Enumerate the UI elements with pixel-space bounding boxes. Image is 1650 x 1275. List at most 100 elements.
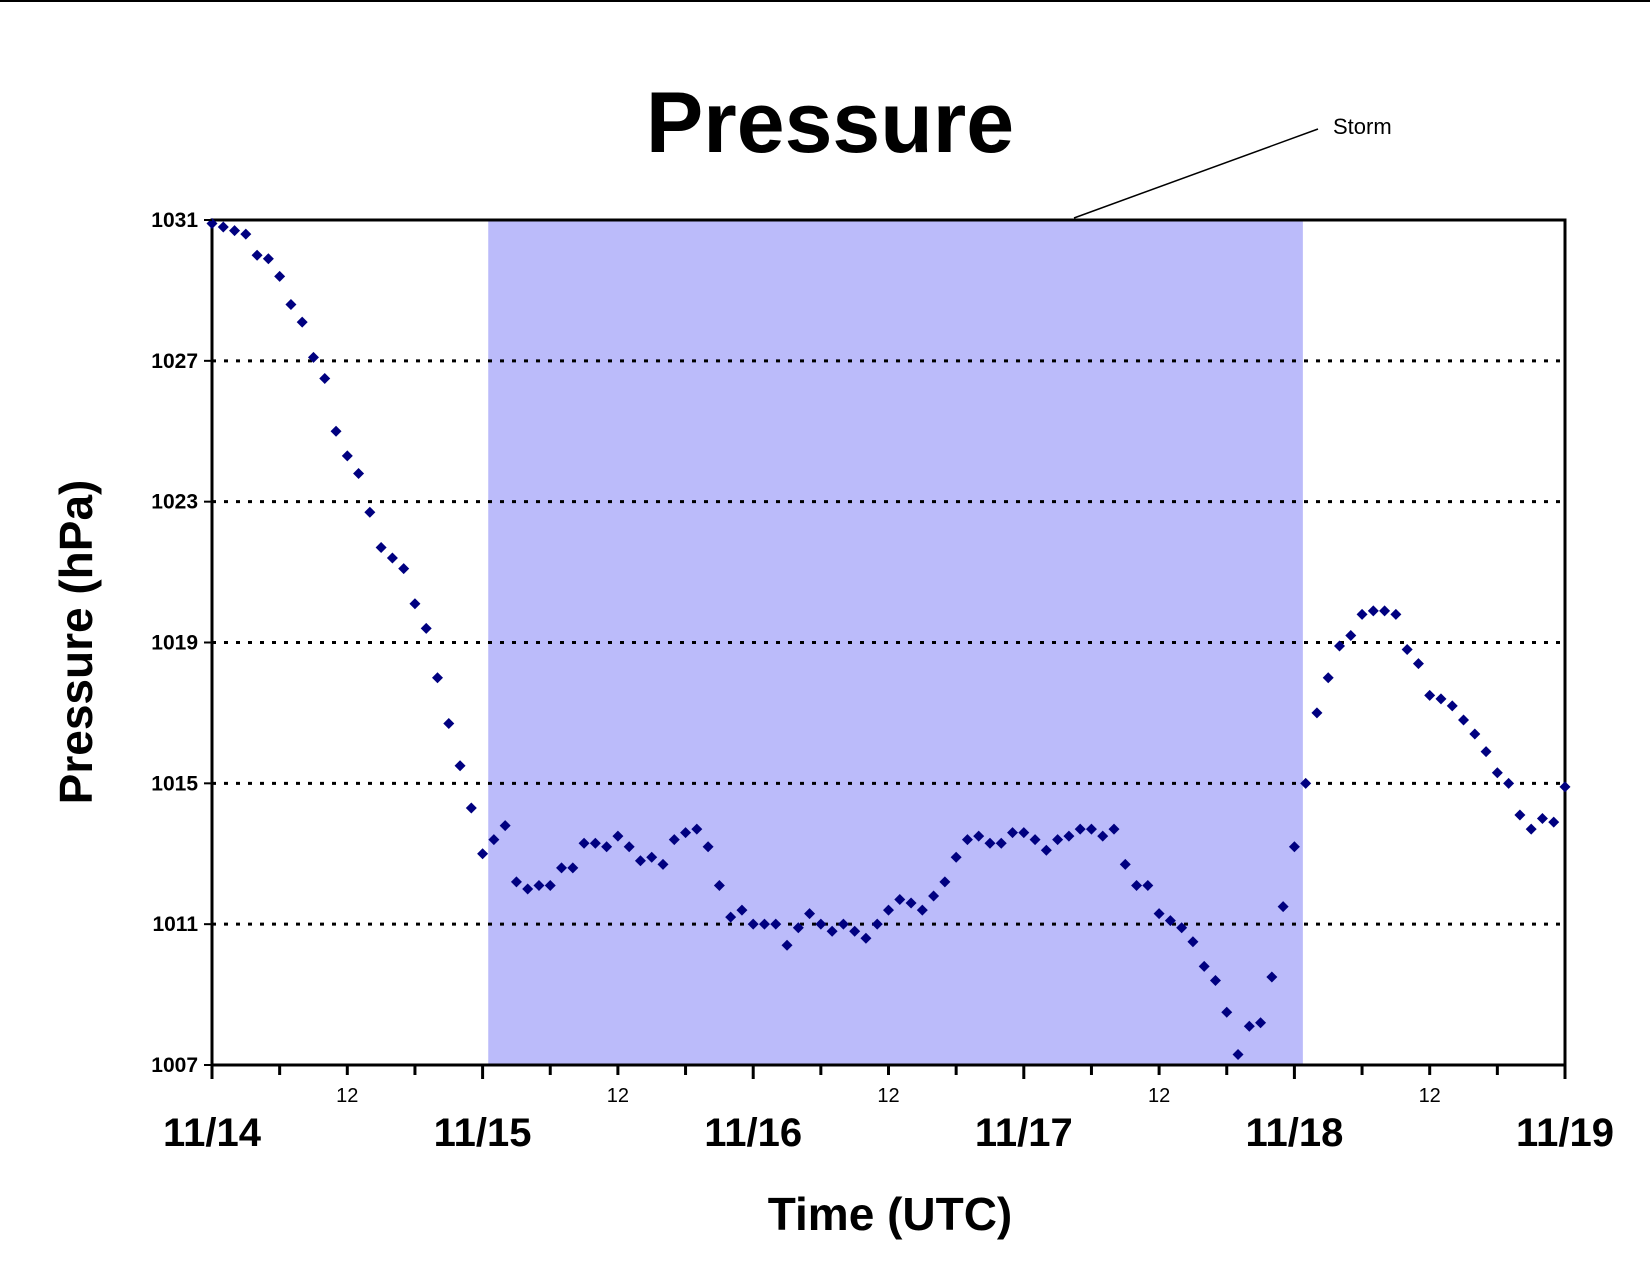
data-point — [353, 468, 365, 479]
data-point — [736, 904, 748, 916]
data-point — [973, 830, 985, 842]
data-point — [1018, 827, 1030, 839]
data-point — [781, 939, 793, 951]
x-minor-label: 12 — [1148, 1085, 1170, 1107]
data-point — [499, 820, 511, 832]
data-point — [1525, 823, 1537, 835]
x-major-label: 11/19 — [1516, 1111, 1614, 1155]
data-point — [1491, 767, 1503, 779]
data-point — [984, 837, 996, 849]
data-point — [1209, 975, 1221, 986]
data-point — [477, 848, 489, 860]
data-point — [432, 672, 443, 684]
data-point — [1345, 629, 1357, 641]
data-point — [1356, 608, 1368, 620]
data-point — [1311, 707, 1323, 719]
storm-annotation-leader — [1073, 128, 1319, 219]
data-point — [251, 249, 263, 261]
data-point — [296, 316, 308, 328]
data-point — [307, 351, 319, 363]
data-point — [871, 918, 883, 930]
data-point — [680, 827, 692, 839]
y-tick-label: 1023 — [151, 491, 198, 514]
data-point — [1288, 841, 1300, 853]
data-point — [1322, 672, 1334, 684]
x-minor-label: 12 — [336, 1085, 358, 1107]
data-point — [1412, 658, 1424, 670]
data-point — [792, 922, 804, 934]
data-point — [1243, 1020, 1255, 1032]
data-point — [961, 834, 973, 846]
data-point — [1085, 823, 1097, 835]
data-point — [274, 270, 286, 282]
data-point — [386, 552, 398, 564]
data-point — [1063, 830, 1075, 842]
data-points — [206, 218, 1571, 1060]
data-point — [1458, 714, 1470, 726]
data-point — [634, 855, 646, 867]
data-point — [522, 883, 534, 895]
data-point — [1164, 915, 1176, 927]
data-point — [1559, 781, 1571, 793]
x-axis-title: Time (UTC) — [768, 1188, 1013, 1240]
data-point — [420, 622, 432, 634]
x-major-label: 11/18 — [1245, 1111, 1343, 1155]
data-point — [375, 541, 387, 553]
data-point — [815, 918, 827, 930]
data-point — [1198, 960, 1210, 972]
data-point — [623, 841, 635, 853]
y-tick-labels: 1031 1027 1023 1019 1015 1011 1007 — [151, 209, 198, 1077]
data-point — [409, 598, 421, 610]
data-point — [747, 918, 759, 930]
data-point — [1424, 689, 1436, 701]
data-point — [1074, 823, 1086, 835]
x-major-tick-labels: 11/14 11/15 11/16 11/17 11/18 11/19 — [163, 1111, 1614, 1155]
x-minor-label: 12 — [607, 1085, 629, 1107]
data-point — [612, 830, 624, 842]
data-point — [758, 918, 770, 930]
data-point — [995, 837, 1007, 849]
data-point — [646, 851, 658, 863]
data-point — [465, 802, 477, 814]
data-point — [454, 760, 466, 772]
data-point — [1334, 640, 1345, 652]
data-point — [285, 299, 297, 310]
data-point — [1514, 809, 1526, 821]
x-major-label: 11/15 — [434, 1111, 532, 1155]
x-minor-label: 12 — [1419, 1085, 1441, 1107]
x-minor-tick-labels: 12 12 12 12 12 — [336, 1085, 1441, 1107]
data-point — [589, 837, 601, 849]
data-point — [1119, 858, 1131, 870]
data-point — [1379, 605, 1391, 617]
data-point — [1469, 728, 1481, 740]
x-major-label: 11/14 — [163, 1111, 262, 1155]
data-point — [330, 425, 342, 437]
data-point — [837, 918, 849, 930]
data-point — [1187, 936, 1199, 948]
data-point — [443, 717, 455, 729]
data-point — [1142, 879, 1154, 891]
data-point — [1480, 746, 1492, 758]
data-point — [1266, 971, 1278, 983]
data-point — [341, 450, 353, 462]
data-point — [860, 932, 872, 944]
data-point — [533, 879, 545, 891]
y-axis-tick-marks — [204, 219, 212, 1066]
data-point — [1446, 700, 1458, 712]
storm-shaded-region — [488, 220, 1303, 1065]
data-point — [217, 221, 229, 233]
data-point — [1097, 830, 1109, 842]
data-point — [1300, 777, 1312, 789]
y-tick-label: 1019 — [151, 632, 198, 655]
data-point — [488, 834, 500, 846]
y-axis-title: Pressure (hPa) — [50, 480, 102, 805]
storm-annotation-label: Storm — [1333, 114, 1392, 139]
data-point — [1052, 834, 1064, 846]
data-point — [1255, 1017, 1267, 1029]
data-point — [229, 225, 241, 237]
data-point — [883, 904, 894, 916]
data-point — [826, 925, 838, 937]
data-point — [240, 228, 252, 240]
data-point — [1029, 834, 1041, 846]
data-point — [510, 876, 522, 888]
